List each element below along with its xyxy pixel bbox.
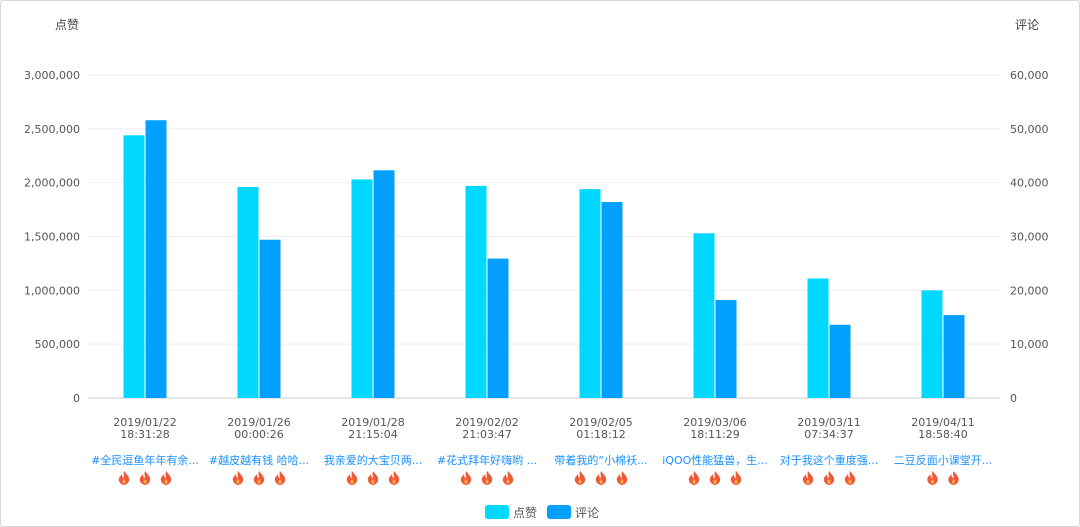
y-left-tick-label: 1,000,000: [24, 284, 80, 297]
fire-icon: [844, 471, 856, 485]
fire-icon: [481, 471, 493, 485]
legend-label: 评论: [575, 506, 599, 520]
x-date-label: 2019/01/22: [113, 416, 176, 429]
y-left-tick-label: 3,000,000: [24, 69, 80, 82]
x-time-label: 21:15:04: [348, 428, 397, 441]
video-title-link[interactable]: #花式拜年好嗨哟 ...: [437, 453, 537, 467]
fire-icon: [253, 471, 265, 485]
fire-icon: [730, 471, 742, 485]
bar-comments[interactable]: [259, 239, 281, 398]
fire-icon: [502, 471, 514, 485]
bar-likes[interactable]: [465, 185, 487, 398]
fire-icon: [118, 471, 130, 485]
legend-swatch: [547, 505, 571, 519]
bar-comments[interactable]: [829, 324, 851, 398]
fire-icon: [232, 471, 244, 485]
fire-icon: [367, 471, 379, 485]
y-right-tick-label: 0: [1010, 392, 1017, 405]
legend-label: 点赞: [513, 506, 537, 520]
fire-icon: [709, 471, 721, 485]
video-title-link[interactable]: 对于我这个重度强...: [780, 453, 879, 467]
y-left-tick-label: 2,000,000: [24, 177, 80, 190]
labels: 0 0 500,000 10,000 1,000,000 20,000 1,500,000 3…: [24, 69, 1049, 485]
legend-item[interactable]: 评论: [547, 505, 599, 520]
bar-comments[interactable]: [145, 120, 167, 398]
video-title-link[interactable]: 我亲爱的大宝贝两...: [324, 453, 423, 467]
x-time-label: 21:03:47: [462, 428, 511, 441]
fire-icon: [595, 471, 607, 485]
gridlines: [88, 74, 1000, 399]
y-right-tick-label: 30,000: [1010, 231, 1049, 244]
bar-likes[interactable]: [351, 179, 373, 398]
fire-icon: [616, 471, 628, 485]
x-date-label: 2019/04/11: [911, 416, 974, 429]
x-time-label: 18:31:28: [120, 428, 169, 441]
bar-comments[interactable]: [943, 315, 965, 398]
fire-icon: [388, 471, 400, 485]
video-title-link[interactable]: 二豆反面小课堂开...: [894, 454, 993, 467]
bar-comments[interactable]: [487, 258, 509, 398]
legend-item[interactable]: 点赞: [485, 505, 537, 520]
x-date-label: 2019/02/02: [455, 416, 518, 429]
bar-comments[interactable]: [601, 202, 623, 398]
legend[interactable]: 点赞 评论: [485, 505, 599, 520]
video-title-link[interactable]: iQOO性能猛兽，生...: [662, 453, 768, 467]
fire-icon: [927, 471, 938, 485]
bar-likes[interactable]: [921, 290, 943, 398]
y-right-tick-label: 40,000: [1010, 177, 1049, 190]
y-left-axis-title: 点赞: [55, 18, 79, 32]
x-time-label: 00:00:26: [234, 428, 283, 441]
y-right-tick-label: 50,000: [1010, 123, 1049, 136]
video-title-link[interactable]: #全民逗鱼年年有余...: [91, 453, 199, 467]
fire-icon: [274, 471, 286, 485]
fire-icon: [688, 471, 700, 485]
video-title-link[interactable]: 带着我的“小棉袄...: [554, 453, 647, 467]
fire-icon: [823, 471, 835, 485]
y-right-axis-title: 评论: [1015, 18, 1039, 32]
x-time-label: 18:11:29: [690, 428, 739, 441]
bar-likes[interactable]: [237, 186, 259, 398]
x-date-label: 2019/03/11: [797, 416, 860, 429]
fire-icon: [139, 471, 151, 485]
x-time-label: 18:58:40: [918, 428, 967, 441]
y-left-tick-label: 2,500,000: [24, 123, 80, 136]
video-title-link[interactable]: #越皮越有钱 哈哈...: [209, 453, 309, 467]
y-right-tick-label: 10,000: [1010, 338, 1049, 351]
bar-comments[interactable]: [373, 170, 395, 398]
fire-icon: [574, 471, 586, 485]
fire-icon: [802, 471, 814, 485]
x-time-label: 07:34:37: [804, 428, 853, 441]
x-date-label: 2019/01/26: [227, 416, 290, 429]
x-date-label: 2019/01/28: [341, 416, 404, 429]
bars: [123, 120, 965, 398]
y-right-tick-label: 20,000: [1010, 284, 1049, 297]
legend-swatch: [485, 505, 509, 519]
y-right-tick-label: 60,000: [1010, 69, 1049, 82]
fire-icon: [160, 471, 172, 485]
y-left-tick-label: 500,000: [35, 338, 81, 351]
fire-icon: [460, 471, 472, 485]
y-left-tick-label: 0: [73, 392, 80, 405]
x-time-label: 01:18:12: [576, 428, 625, 441]
fire-icon: [948, 471, 959, 485]
bar-likes[interactable]: [579, 189, 601, 398]
x-date-label: 2019/02/05: [569, 416, 632, 429]
bar-likes[interactable]: [807, 278, 829, 398]
y-left-tick-label: 1,500,000: [24, 231, 80, 244]
x-date-label: 2019/03/06: [683, 416, 746, 429]
fire-icon: [346, 471, 358, 485]
bar-likes[interactable]: [123, 135, 145, 398]
bar-likes[interactable]: [693, 233, 715, 398]
bar-comments[interactable]: [715, 300, 737, 398]
